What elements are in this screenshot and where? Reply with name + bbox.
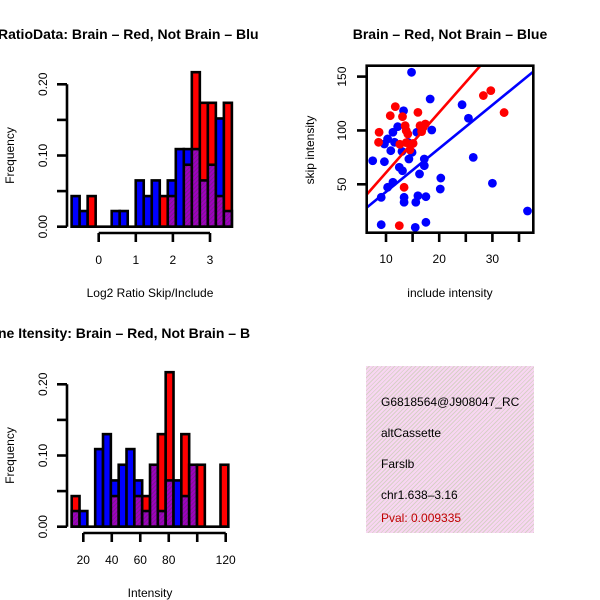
x-axis-label: include intensity (407, 286, 492, 300)
plot-box (365, 64, 535, 234)
red-point (385, 111, 395, 121)
y-tick-label: 0.10 (36, 143, 50, 167)
red-point (399, 182, 409, 192)
x-tick-label: 1 (132, 253, 139, 267)
red-point (486, 86, 496, 96)
blue-point (421, 217, 431, 227)
x-tick-label: 20 (433, 252, 447, 266)
info-panel: G6818564@J908047_RC altCassette Farslb c… (366, 366, 534, 533)
x-tick-label: 30 (486, 252, 500, 266)
x-tick-label: 20 (77, 553, 91, 567)
x-tick-label: 40 (105, 553, 119, 567)
blue-bar (118, 209, 130, 228)
chart-title: Brain – Red, Not Brain – Blue (353, 26, 548, 42)
blue-point (435, 184, 445, 194)
overlap-bar (222, 209, 234, 228)
blue-point (386, 146, 396, 156)
x-axis-label: Log2 Ratio Skip/Include (87, 286, 214, 300)
blue-point (427, 125, 437, 135)
blue-point (457, 100, 467, 110)
red-point (478, 91, 488, 100)
blue-point (368, 156, 378, 166)
info-id: G6818564@J908047_RC (381, 395, 520, 409)
blue-point (421, 192, 431, 202)
y-tick-label: 50 (335, 177, 349, 191)
red-point (398, 112, 407, 122)
blue-point (407, 67, 416, 77)
red-point (394, 221, 404, 231)
red-point (374, 127, 384, 137)
info-gene: Farslb (381, 457, 415, 471)
blue-point (425, 94, 435, 104)
x-tick-label: 0 (95, 253, 102, 267)
red-point (413, 107, 423, 117)
blue-point (468, 152, 478, 162)
intensity-histogram: 0.00 0.10 0.20 20 40 60 80 120 Intensity Frequenc… (0, 325, 250, 600)
y-tick-label: 0.20 (36, 372, 50, 396)
red-bar (219, 463, 230, 529)
red-fit-line (366, 65, 483, 197)
plot-area (366, 65, 534, 232)
blue-point (415, 169, 424, 179)
y-tick-label: 0.00 (36, 515, 50, 539)
x-tick-label: 120 (216, 553, 236, 567)
red-bar (195, 463, 207, 529)
y-axis-label: skip intensity (303, 116, 317, 185)
blue-point (388, 127, 398, 137)
info-pval: Pval: 0.009335 (381, 511, 462, 525)
blue-bar (78, 509, 89, 529)
blue-point (488, 178, 497, 188)
blue-fit-line (366, 70, 534, 210)
blue-point (523, 206, 532, 216)
chart-title: ne Itensity: Brain – Red, Not Brain – B (0, 325, 250, 341)
blue-point (380, 157, 389, 167)
blue-point (398, 166, 407, 176)
red-point (395, 139, 405, 149)
blue-point (376, 220, 386, 230)
x-tick-label: 60 (134, 553, 148, 567)
y-tick-label: 150 (335, 66, 349, 86)
red-point (499, 108, 509, 117)
x-tick-label: 10 (379, 252, 393, 266)
info-location: chr1.638–3.16 (381, 488, 458, 502)
blue-point (410, 222, 420, 232)
blue-point (404, 154, 414, 164)
red-point (390, 102, 400, 112)
blue-point (399, 197, 409, 207)
y-tick-label: 0.10 (36, 443, 50, 467)
red-bar (222, 101, 234, 228)
y-tick-label: 0.00 (36, 215, 50, 239)
red-bar (86, 194, 97, 228)
y-axis-label: Frequency (3, 427, 17, 484)
info-event-type: altCassette (381, 426, 442, 440)
intensity-scatter: 10 20 30 50 100 150 include intensity skip inte… (303, 26, 548, 300)
ratio-histogram: 0.00 0.10 0.20 0 1 2 3 Log2 Ratio Skip/Include F… (0, 26, 259, 300)
x-tick-label: 2 (170, 253, 177, 267)
blue-point (411, 197, 421, 207)
x-axis-label: Intensity (128, 586, 173, 600)
red-point (374, 137, 383, 147)
blue-point (464, 113, 473, 123)
red-point (401, 126, 411, 136)
y-axis-label: Frequency (3, 127, 17, 184)
y-tick-label: 100 (335, 120, 349, 140)
x-tick-label: 80 (162, 553, 176, 567)
y-tick-label: 0.20 (36, 72, 50, 96)
x-tick-label: 3 (207, 253, 214, 267)
chart-title: RatioData: Brain – Red, Not Brain – Blu (0, 26, 259, 42)
blue-point (436, 173, 446, 183)
